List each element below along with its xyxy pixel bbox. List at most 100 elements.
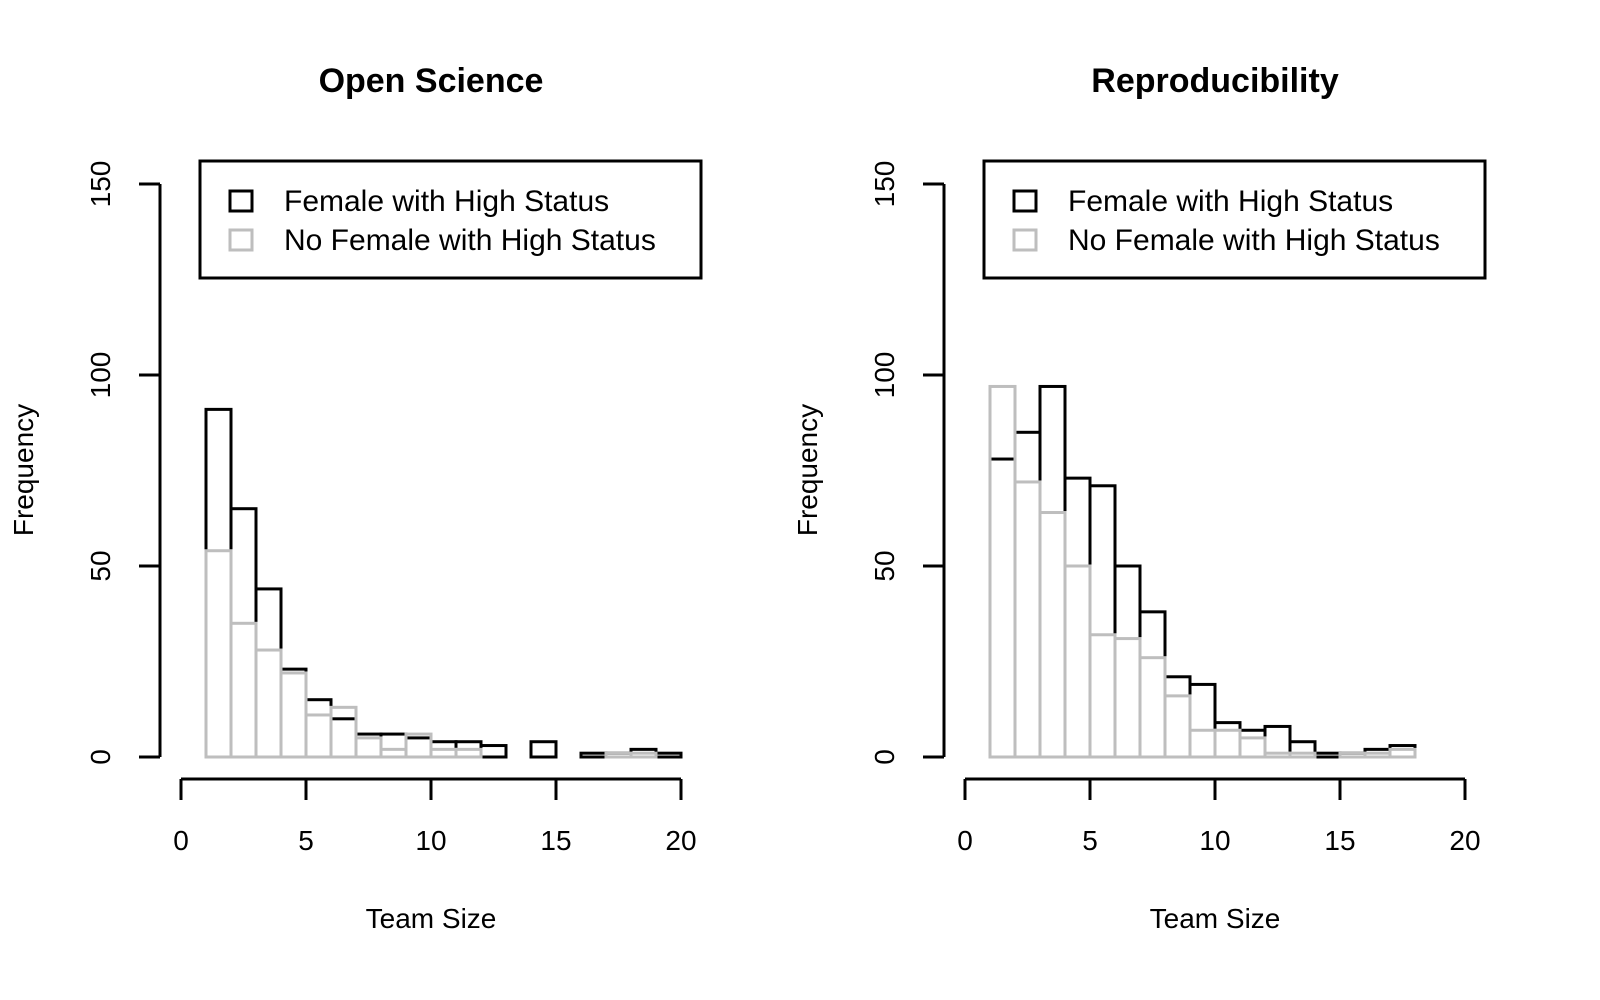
- y-tick-label: 150: [869, 161, 900, 208]
- bar: [1238, 736, 1267, 759]
- bar: [1213, 728, 1242, 759]
- bar: [1213, 721, 1242, 759]
- bar: [1188, 728, 1217, 759]
- y-tick-label: 0: [85, 749, 116, 765]
- bar: [1038, 511, 1067, 759]
- bar: [529, 740, 558, 759]
- bar: [1388, 747, 1417, 759]
- bar: [379, 747, 408, 759]
- bar: [1088, 633, 1117, 759]
- bar: [1138, 656, 1167, 759]
- x-tick-label: 15: [540, 825, 571, 856]
- bar: [654, 751, 683, 759]
- histogram-panel-2: Reproducibility 0 50 100 150 Frequency 0 5 10 15 2…: [792, 62, 1487, 934]
- bar: [279, 671, 308, 759]
- bar: [1313, 751, 1342, 759]
- bar: [329, 705, 358, 759]
- bar: [404, 736, 433, 759]
- x-tick-label: 15: [1324, 825, 1355, 856]
- y-tick-label: 150: [85, 161, 116, 208]
- bar: [629, 751, 658, 759]
- bar: [379, 732, 408, 759]
- y-tick-label: 50: [85, 550, 116, 581]
- bar: [1088, 484, 1117, 759]
- x-tick-label: 10: [1199, 825, 1230, 856]
- bar: [254, 648, 283, 759]
- x-tick-label: 20: [665, 825, 696, 856]
- bar: [479, 744, 508, 759]
- bar: [1288, 751, 1317, 759]
- x-tick-label: 5: [1082, 825, 1098, 856]
- histogram-panel-1: Open Science 0 50 100 150 Frequency 0 5 10 15 20 Te…: [8, 62, 703, 934]
- bar: [579, 751, 608, 759]
- bar: [1113, 637, 1142, 759]
- bar: [1163, 675, 1192, 759]
- legend: Female with High Status No Female with Hi…: [198, 159, 703, 280]
- bar: [1263, 751, 1292, 759]
- bar: [204, 407, 233, 759]
- bar: [204, 549, 233, 759]
- x-tick-label: 5: [298, 825, 314, 856]
- x-tick-label: 20: [1449, 825, 1480, 856]
- bar: [429, 747, 458, 759]
- chart-title: Open Science: [319, 62, 544, 100]
- legend-box: [198, 159, 703, 280]
- x-axis: 0 5 10 15 20 Team Size: [173, 777, 697, 934]
- bar: [1388, 744, 1417, 759]
- legend-entry: Female with High Status: [1068, 185, 1393, 218]
- legend: Female with High Status No Female with Hi…: [982, 159, 1487, 280]
- legend-swatch: [228, 228, 254, 252]
- bar: [229, 621, 258, 759]
- bar: [304, 698, 333, 759]
- bar: [254, 587, 283, 759]
- bar: [1338, 751, 1367, 759]
- series-1: [204, 407, 683, 759]
- bar: [1113, 564, 1142, 759]
- y-axis-label: Frequency: [792, 404, 823, 536]
- legend-entry: No Female with High Status: [1068, 224, 1440, 257]
- bar: [1138, 610, 1167, 759]
- legend-swatch: [228, 189, 254, 213]
- bar: [229, 507, 258, 759]
- series-2: [988, 384, 1417, 759]
- y-axis-label: Frequency: [8, 404, 39, 536]
- x-tick-label: 0: [957, 825, 973, 856]
- bar: [1013, 480, 1042, 759]
- legend-box: [982, 159, 1487, 280]
- bar: [1038, 384, 1067, 759]
- legend-entry: Female with High Status: [284, 185, 609, 218]
- x-axis-label: Team Size: [366, 903, 497, 934]
- bar: [1188, 682, 1217, 759]
- x-tick-label: 10: [415, 825, 446, 856]
- bar: [1163, 694, 1192, 759]
- bar: [1238, 728, 1267, 759]
- bar: [1363, 751, 1392, 759]
- legend-swatch: [1012, 228, 1038, 252]
- bar: [304, 713, 333, 759]
- series-1: [988, 384, 1417, 759]
- y-tick-label: 0: [869, 749, 900, 765]
- bar: [988, 384, 1017, 759]
- bar: [1063, 564, 1092, 759]
- y-axis: 0 50 100 150 Frequency: [8, 161, 162, 765]
- legend-entry: No Female with High Status: [284, 224, 656, 257]
- legend-swatch: [1012, 189, 1038, 213]
- x-axis: 0 5 10 15 20 Team Size: [957, 777, 1481, 934]
- bar: [1063, 476, 1092, 759]
- y-tick-label: 50: [869, 550, 900, 581]
- x-tick-label: 0: [173, 825, 189, 856]
- chart-title: Reproducibility: [1091, 62, 1339, 100]
- bar: [604, 751, 633, 759]
- bar: [454, 747, 483, 759]
- series-2: [204, 549, 658, 759]
- bar: [329, 717, 358, 759]
- bar: [279, 667, 308, 759]
- bar: [1288, 740, 1317, 759]
- x-axis-label: Team Size: [1150, 903, 1281, 934]
- y-axis: 0 50 100 150 Frequency: [792, 161, 946, 765]
- y-tick-label: 100: [85, 352, 116, 399]
- bar: [354, 736, 383, 759]
- bar: [404, 732, 433, 759]
- bar: [988, 457, 1017, 759]
